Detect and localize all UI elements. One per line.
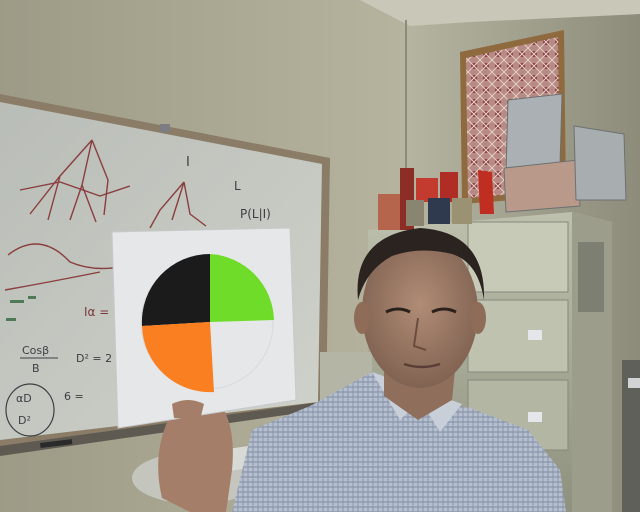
wall-outlet xyxy=(628,378,640,388)
case-lid xyxy=(505,93,563,173)
ceiling xyxy=(360,0,640,26)
face xyxy=(362,236,478,388)
jar xyxy=(452,198,472,224)
red-tin xyxy=(440,172,458,202)
thumb xyxy=(172,400,204,420)
ear xyxy=(354,302,370,334)
board-text-eq-bottom: 6 = xyxy=(64,390,84,403)
red-book xyxy=(478,170,494,214)
board-text-frac-top: Cosβ xyxy=(22,344,49,357)
cabinet-side-sticker xyxy=(578,242,604,312)
green-marks xyxy=(6,296,36,321)
nose xyxy=(412,317,427,351)
board-text-d-expr: D² = 2 xyxy=(76,352,112,365)
right-eye xyxy=(431,307,457,314)
orange-quadrant xyxy=(142,322,214,393)
jar xyxy=(406,200,424,226)
metal-case xyxy=(503,159,581,213)
red-tin xyxy=(416,178,438,202)
cabinet-top-items xyxy=(378,93,627,230)
green-quadrant xyxy=(210,254,274,322)
board-text-i: I xyxy=(186,155,190,170)
left-eye xyxy=(385,307,411,314)
board-text-prob: P(L|I) xyxy=(240,207,271,221)
mouth xyxy=(403,362,441,369)
board-text-frac-bottom: B xyxy=(32,362,40,375)
marker-tray xyxy=(0,402,320,456)
tree-diagram xyxy=(4,139,207,291)
right-edge-shadow xyxy=(622,360,640,512)
person xyxy=(158,228,566,512)
cabinet-label xyxy=(528,412,542,422)
board-text-circled-bottom: D² xyxy=(18,414,31,427)
marker xyxy=(40,439,73,448)
color-chart-card xyxy=(111,227,297,429)
black-quadrant xyxy=(141,253,210,326)
cabinet-label xyxy=(528,330,542,340)
canister xyxy=(378,194,400,230)
board-text-eq-left: Iα = xyxy=(84,305,109,319)
circled-expr xyxy=(5,383,55,437)
hair xyxy=(357,228,485,300)
plaid-shirt xyxy=(232,372,566,512)
jar xyxy=(428,198,450,224)
board-text-circled-top: αD xyxy=(16,392,32,405)
metal-case xyxy=(573,125,627,201)
hand xyxy=(158,406,233,512)
board-text-l: L xyxy=(234,179,241,193)
ear xyxy=(470,302,486,334)
